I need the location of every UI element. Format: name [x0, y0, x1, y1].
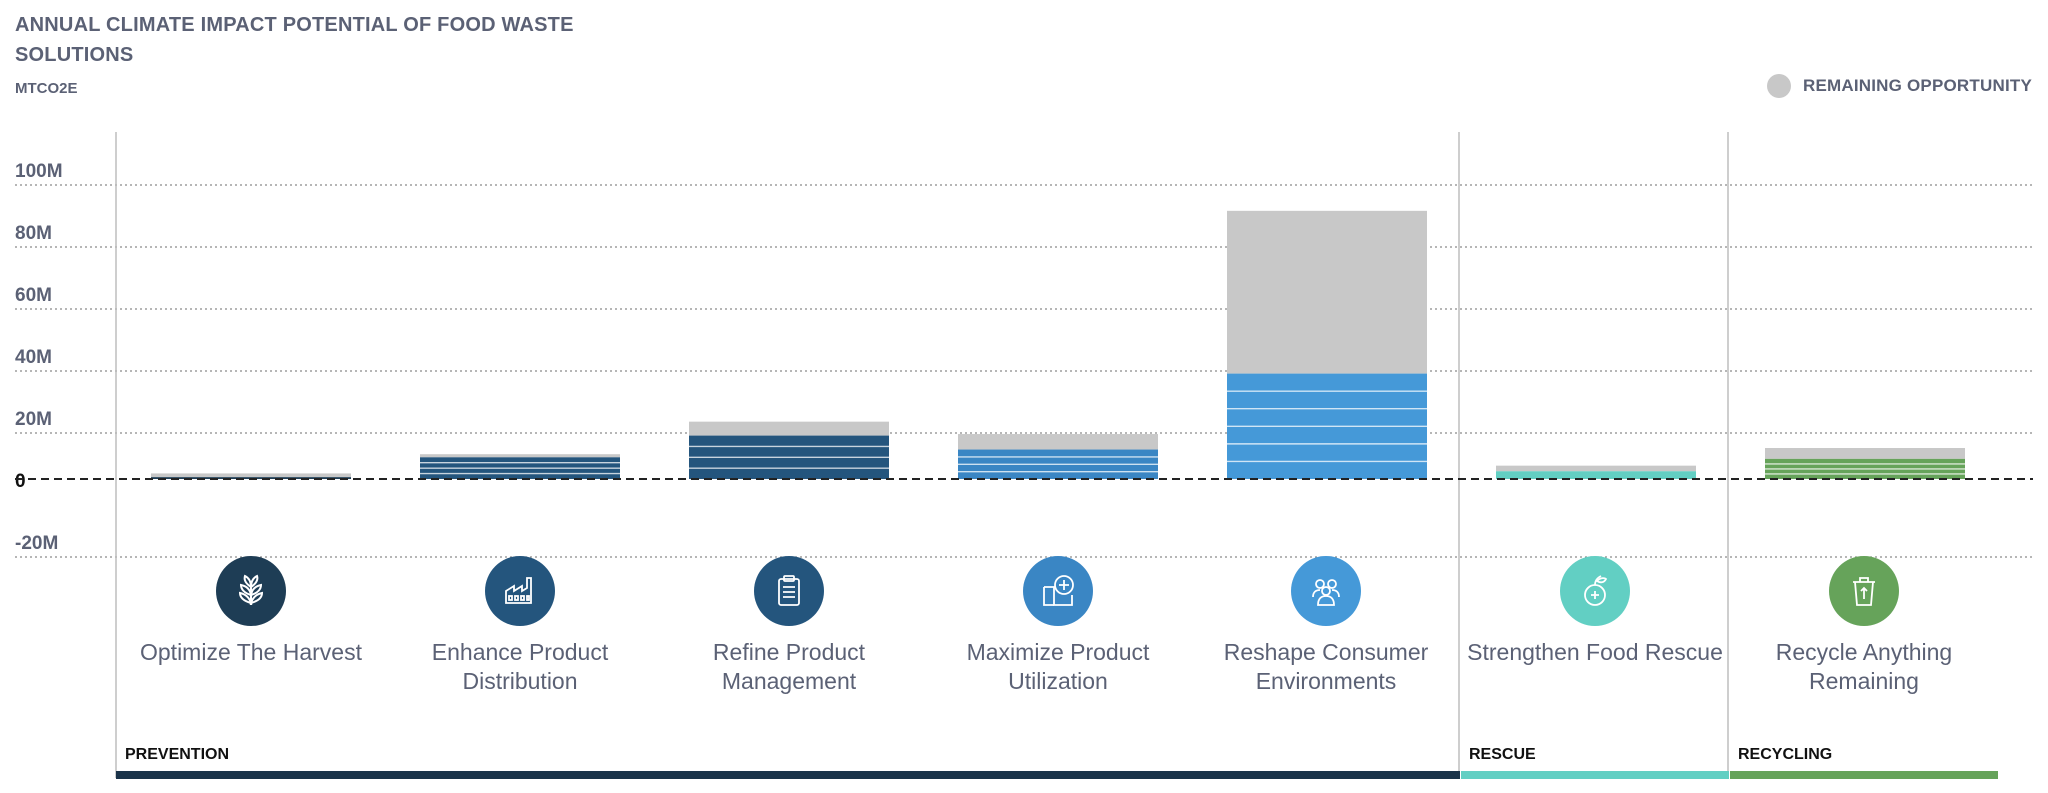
- bar-remaining: [420, 454, 620, 458]
- group-label-rescue: RESCUE: [1469, 746, 1536, 763]
- category-enhance-distribution: Enhance Product Distribution: [390, 556, 650, 696]
- category-reshape-consumer: Reshape Consumer Environments: [1196, 556, 1456, 696]
- chart-title: ANNUAL CLIMATE IMPACT POTENTIAL OF FOOD …: [15, 14, 574, 66]
- bar-remaining: [151, 473, 351, 478]
- group-bar: [1730, 771, 1998, 779]
- people-icon: [1291, 556, 1361, 626]
- bar-remaining: [1227, 210, 1427, 374]
- category-optimize-harvest: Optimize The Harvest: [121, 556, 381, 667]
- apple-plus-icon: [1560, 556, 1630, 626]
- legend-swatch: [1767, 74, 1791, 98]
- group-label-recycling: RECYCLING: [1738, 746, 1833, 763]
- bar-remaining: [1765, 448, 1965, 459]
- y-tick-label: 20M: [15, 409, 52, 430]
- category-maximize-utilization: Maximize Product Utilization: [928, 556, 1188, 696]
- y-tick-label: -20M: [15, 533, 58, 554]
- y-tick-label: 0: [15, 471, 26, 492]
- bar-impact: [1496, 471, 1696, 479]
- y-tick-label: 40M: [15, 347, 52, 368]
- category-recycle-remaining: Recycle Anything Remaining: [1734, 556, 1994, 696]
- bar-remaining: [689, 421, 889, 436]
- category-label: Recycle Anything Remaining: [1775, 639, 1953, 694]
- category-label: Strengthen Food Rescue: [1467, 639, 1723, 665]
- group-bar: [1461, 771, 1729, 779]
- group-label-prevention: PREVENTION: [125, 746, 230, 763]
- category-strengthen-rescue: Strengthen Food Rescue: [1465, 556, 1725, 667]
- category-label: Optimize The Harvest: [140, 639, 362, 665]
- category-refine-management: Refine Product Management: [659, 556, 919, 696]
- wheat-icon: [216, 556, 286, 626]
- category-label: Maximize Product Utilization: [966, 639, 1150, 694]
- category-label: Refine Product Management: [712, 639, 866, 694]
- clipboard-icon: [754, 556, 824, 626]
- legend: REMAINING OPPORTUNITY: [1767, 74, 2032, 98]
- unit-label: MTCO2E: [15, 80, 78, 97]
- bar-remaining: [1496, 465, 1696, 472]
- y-tick-label: 60M: [15, 285, 52, 306]
- recycle-bin-icon: [1829, 556, 1899, 626]
- legend-label: REMAINING OPPORTUNITY: [1803, 76, 2032, 95]
- category-label: Reshape Consumer Environments: [1223, 639, 1429, 694]
- group-bar: [116, 771, 1460, 779]
- square-plus-icon: [1023, 556, 1093, 626]
- y-tick-label: 100M: [15, 161, 63, 182]
- factory-icon: [485, 556, 555, 626]
- bar-remaining: [958, 434, 1158, 450]
- y-tick-label: 80M: [15, 223, 52, 244]
- category-label: Enhance Product Distribution: [431, 639, 609, 694]
